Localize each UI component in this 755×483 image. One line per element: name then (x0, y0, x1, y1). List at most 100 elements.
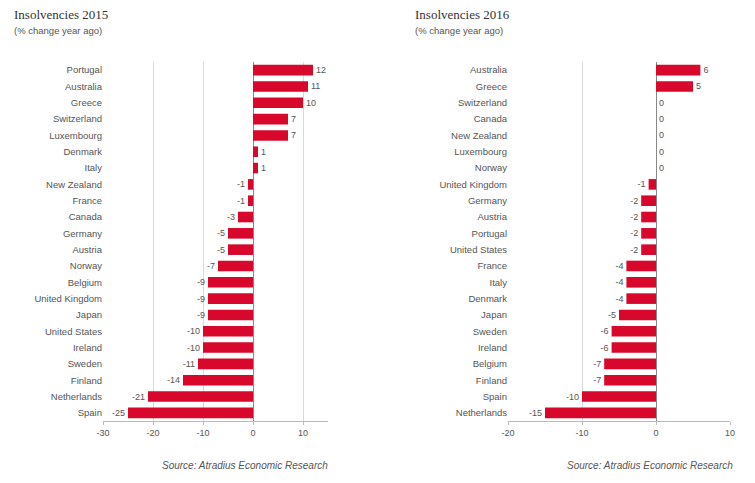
svg-text:Austria: Austria (477, 211, 507, 222)
svg-text:Norway: Norway (70, 260, 102, 271)
svg-text:10: 10 (306, 98, 316, 108)
svg-text:Sweden: Sweden (473, 326, 507, 337)
svg-text:-10: -10 (196, 428, 209, 438)
svg-text:-10: -10 (187, 343, 200, 353)
svg-text:-7: -7 (593, 375, 601, 385)
svg-text:0: 0 (659, 163, 664, 173)
svg-text:-20: -20 (146, 428, 159, 438)
svg-text:Sweden: Sweden (68, 358, 102, 369)
svg-text:0: 0 (659, 147, 664, 157)
svg-text:-25: -25 (112, 408, 125, 418)
svg-text:-7: -7 (207, 261, 215, 271)
svg-text:Denmark: Denmark (63, 146, 102, 157)
svg-text:Australia: Australia (470, 64, 508, 75)
svg-text:Belgium: Belgium (68, 277, 102, 288)
svg-text:Switzerland: Switzerland (458, 97, 507, 108)
svg-text:0: 0 (659, 114, 664, 124)
svg-text:-1: -1 (237, 196, 245, 206)
svg-text:0: 0 (659, 130, 664, 140)
svg-text:1: 1 (261, 163, 266, 173)
svg-text:Spain: Spain (483, 391, 507, 402)
svg-text:7: 7 (291, 130, 296, 140)
svg-text:11: 11 (311, 81, 320, 91)
svg-text:Netherlands: Netherlands (456, 407, 507, 418)
svg-text:-4: -4 (615, 261, 623, 271)
svg-text:-20: -20 (501, 428, 514, 438)
svg-text:Greece: Greece (71, 97, 102, 108)
svg-text:-1: -1 (237, 179, 245, 189)
svg-text:-3: -3 (227, 212, 235, 222)
svg-text:Canada: Canada (69, 211, 103, 222)
svg-text:Norway: Norway (475, 162, 507, 173)
svg-text:0: 0 (653, 428, 658, 438)
svg-text:Finland: Finland (71, 375, 102, 386)
svg-text:-1: -1 (638, 179, 646, 189)
svg-text:-10: -10 (575, 428, 588, 438)
svg-text:Portugal: Portugal (67, 64, 102, 75)
svg-text:-5: -5 (217, 245, 225, 255)
svg-text:Spain: Spain (78, 407, 102, 418)
svg-text:-11: -11 (183, 359, 195, 369)
svg-text:-2: -2 (630, 245, 638, 255)
svg-text:Insolvencies 2016: Insolvencies 2016 (415, 7, 510, 22)
svg-text:United States: United States (450, 244, 507, 255)
svg-text:Germany: Germany (468, 195, 507, 206)
svg-text:Italy: Italy (490, 277, 508, 288)
svg-text:Ireland: Ireland (478, 342, 507, 353)
svg-text:(% change year ago): (% change year ago) (415, 25, 503, 36)
svg-text:10: 10 (725, 428, 735, 438)
svg-text:-14: -14 (167, 375, 180, 385)
svg-text:-2: -2 (630, 228, 638, 238)
svg-text:New Zealand: New Zealand (46, 179, 102, 190)
svg-text:Japan: Japan (76, 309, 102, 320)
svg-text:Ireland: Ireland (73, 342, 102, 353)
svg-text:-7: -7 (593, 359, 601, 369)
svg-text:Austria: Austria (72, 244, 102, 255)
svg-text:France: France (72, 195, 102, 206)
svg-text:Luxembourg: Luxembourg (454, 146, 507, 157)
svg-text:-6: -6 (601, 326, 609, 336)
svg-text:6: 6 (703, 65, 708, 75)
svg-text:Netherlands: Netherlands (51, 391, 102, 402)
svg-text:Japan: Japan (481, 309, 507, 320)
svg-text:-30: -30 (96, 428, 109, 438)
svg-text:Portugal: Portugal (472, 228, 507, 239)
svg-text:Insolvencies 2015: Insolvencies 2015 (14, 7, 108, 22)
svg-text:Belgium: Belgium (473, 358, 507, 369)
svg-text:5: 5 (696, 81, 701, 91)
svg-text:-9: -9 (197, 310, 205, 320)
svg-text:1: 1 (261, 147, 266, 157)
svg-text:(% change year ago): (% change year ago) (14, 25, 102, 36)
svg-text:-4: -4 (615, 294, 623, 304)
svg-text:France: France (477, 260, 507, 271)
svg-text:-15: -15 (529, 408, 542, 418)
svg-text:7: 7 (291, 114, 296, 124)
svg-text:0: 0 (659, 98, 664, 108)
svg-text:10: 10 (298, 428, 308, 438)
svg-text:Australia: Australia (65, 81, 103, 92)
svg-text:United Kingdom: United Kingdom (439, 179, 507, 190)
svg-text:Source: Atradius Economic Rese: Source: Atradius Economic Research (162, 460, 328, 471)
svg-text:-2: -2 (630, 196, 638, 206)
svg-text:Source: Atradius Economic Rese: Source: Atradius Economic Research (567, 460, 733, 471)
svg-text:Italy: Italy (85, 162, 103, 173)
svg-text:-9: -9 (197, 294, 205, 304)
svg-text:-10: -10 (187, 326, 200, 336)
svg-text:-21: -21 (132, 392, 145, 402)
svg-text:Canada: Canada (474, 113, 508, 124)
svg-text:Finland: Finland (476, 375, 507, 386)
svg-text:-5: -5 (608, 310, 616, 320)
svg-text:-6: -6 (601, 343, 609, 353)
svg-text:Germany: Germany (63, 228, 102, 239)
svg-text:-9: -9 (197, 277, 205, 287)
svg-text:United Kingdom: United Kingdom (34, 293, 102, 304)
svg-text:New Zealand: New Zealand (451, 130, 507, 141)
svg-text:Denmark: Denmark (468, 293, 507, 304)
svg-text:Greece: Greece (476, 81, 507, 92)
svg-text:-4: -4 (615, 277, 623, 287)
svg-text:-10: -10 (566, 392, 579, 402)
svg-text:0: 0 (250, 428, 255, 438)
svg-text:12: 12 (316, 65, 326, 75)
svg-text:Switzerland: Switzerland (53, 113, 102, 124)
svg-text:-5: -5 (217, 228, 225, 238)
